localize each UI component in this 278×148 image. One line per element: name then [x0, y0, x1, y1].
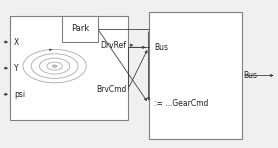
Text: Y: Y [14, 64, 18, 73]
Text: BrvCmd: BrvCmd [96, 85, 126, 94]
FancyBboxPatch shape [10, 16, 128, 120]
Text: X: X [14, 38, 19, 47]
Text: psi: psi [14, 90, 25, 99]
Text: Bus: Bus [154, 43, 168, 52]
Text: DrvRef: DrvRef [101, 41, 126, 50]
Circle shape [53, 65, 57, 67]
FancyBboxPatch shape [62, 16, 98, 42]
Text: := ...GearCmd: := ...GearCmd [154, 99, 208, 108]
FancyBboxPatch shape [149, 12, 242, 139]
Text: Park: Park [71, 24, 89, 33]
Text: Bus: Bus [244, 71, 258, 80]
